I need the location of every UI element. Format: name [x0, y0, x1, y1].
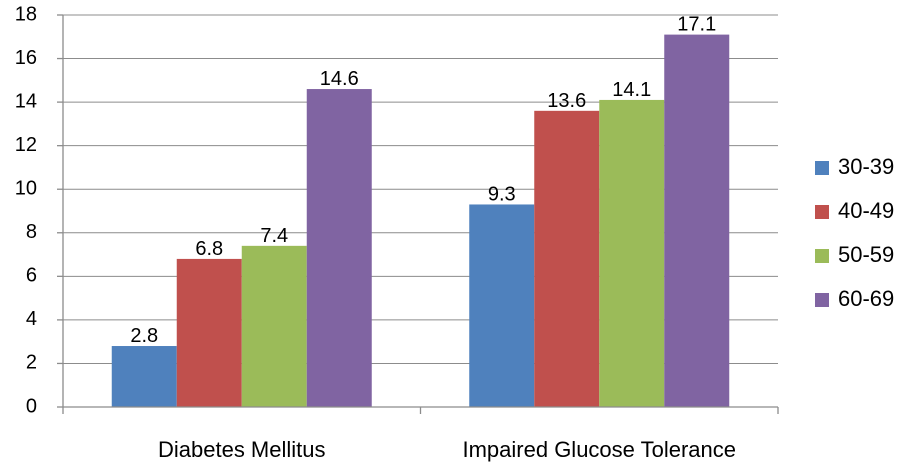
y-tick-label: 8 — [26, 221, 37, 243]
bar-40-49-diabetes-mellitus — [176, 258, 242, 407]
y-tick-label: 14 — [15, 90, 37, 112]
bar-30-39-impaired-glucose-tolerance — [469, 204, 535, 407]
y-tick-label: 4 — [26, 308, 37, 330]
data-label: 17.1 — [677, 14, 716, 36]
legend-swatch — [815, 205, 829, 219]
legend-swatch — [815, 293, 829, 307]
bar-60-69-impaired-glucose-tolerance — [664, 34, 730, 407]
legend-label: 50-59 — [838, 242, 894, 267]
axes: 0 2 4 6 8 10 12 14 16 18 Diabetes Mellitus Impaired… — [15, 3, 779, 462]
y-tick-label: 10 — [15, 178, 37, 200]
bar-60-69-diabetes-mellitus — [306, 89, 372, 408]
data-label: 7.4 — [260, 225, 288, 247]
bars — [111, 34, 730, 408]
legend-label: 60-69 — [838, 286, 894, 311]
data-label: 13.6 — [547, 90, 586, 112]
bar-50-59-diabetes-mellitus — [241, 245, 307, 407]
y-tick-label: 6 — [26, 265, 37, 287]
legend-label: 40-49 — [838, 198, 894, 223]
data-label: 6.8 — [195, 238, 223, 260]
x-category-label: Diabetes Mellitus — [158, 437, 326, 462]
legend-swatch — [815, 249, 829, 263]
y-tick-label: 12 — [15, 134, 37, 156]
bar-40-49-impaired-glucose-tolerance — [534, 110, 600, 408]
data-label: 14.1 — [612, 79, 651, 101]
y-tick-label: 2 — [26, 352, 37, 374]
data-label: 14.6 — [320, 68, 359, 90]
bar-50-59-impaired-glucose-tolerance — [599, 99, 665, 407]
data-labels: 2.8 6.8 7.4 14.6 9.3 13.6 14.1 17.1 — [130, 14, 716, 347]
y-tick-label: 16 — [15, 47, 37, 69]
y-tick-label: 0 — [26, 395, 37, 417]
data-label: 2.8 — [130, 325, 158, 347]
legend-swatch — [815, 161, 829, 175]
data-label: 9.3 — [488, 183, 516, 205]
legend-label: 30-39 — [838, 154, 894, 179]
y-tick-label: 18 — [15, 3, 37, 25]
x-category-label: Impaired Glucose Tolerance — [462, 437, 736, 462]
legend: 30-39 40-49 50-59 60-69 — [815, 154, 894, 311]
bar-30-39-diabetes-mellitus — [111, 346, 177, 407]
